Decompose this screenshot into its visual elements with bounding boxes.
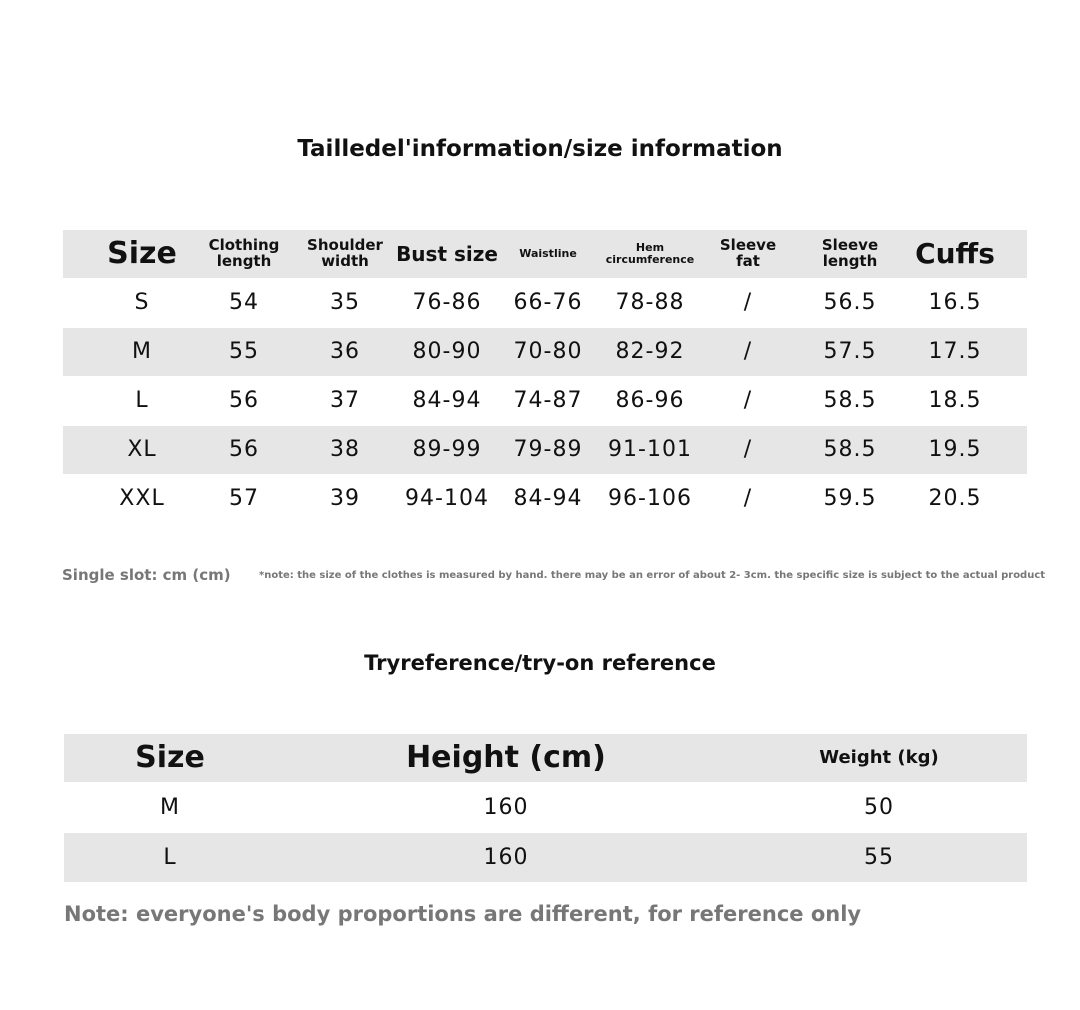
table-cell: 54 <box>229 290 259 316</box>
size-title: Tailledel'information/size information <box>297 136 783 162</box>
table-cell: 18.5 <box>928 388 982 414</box>
header-cell: Clothing length <box>208 236 280 270</box>
header-cell: Bust size <box>396 241 498 266</box>
table-cell: 86-96 <box>615 388 685 414</box>
table-cell: 96-106 <box>608 486 692 512</box>
table-cell: 70-80 <box>513 339 583 365</box>
table-cell: 94-104 <box>405 486 489 512</box>
table-cell: 58.5 <box>823 437 877 463</box>
table-cell: L <box>163 844 177 870</box>
table-cell: 160 <box>483 844 529 870</box>
table-cell: 84-94 <box>513 486 583 512</box>
header-cell: Sleeve length <box>821 236 879 270</box>
header-cell: Waistline <box>519 247 577 261</box>
table-cell: 56 <box>229 437 259 463</box>
table-cell: L <box>135 388 149 414</box>
header-cell: Size <box>107 236 177 272</box>
table-cell: 50 <box>864 794 894 820</box>
header-cell: Size <box>135 740 205 776</box>
footnote: *note: the size of the clothes is measur… <box>259 570 1046 581</box>
header-cell: Height (cm) <box>406 740 606 776</box>
table-cell: 84-94 <box>412 388 482 414</box>
header-row <box>64 734 1027 782</box>
header-cell: Hem circumference <box>605 241 695 266</box>
table-cell: 82-92 <box>615 339 685 365</box>
table-cell: 39 <box>330 486 360 512</box>
table-cell: 76-86 <box>412 290 482 316</box>
table-cell: 57.5 <box>823 339 877 365</box>
unit-note: Single slot: cm (cm) <box>62 566 231 584</box>
table-cell: / <box>743 388 753 414</box>
table-cell: M <box>160 794 180 820</box>
table-cell: XL <box>127 437 157 463</box>
size-table: Size Clothing length Shoulder width Bust si… <box>63 230 1027 524</box>
table-cell: 16.5 <box>928 290 982 316</box>
table-cell: 56 <box>229 388 259 414</box>
table-cell: 79-89 <box>513 437 583 463</box>
table-cell: 89-99 <box>412 437 482 463</box>
table-cell: 19.5 <box>928 437 982 463</box>
table-cell: 91-101 <box>608 437 692 463</box>
table-cell: / <box>743 339 753 365</box>
table-cell: / <box>743 437 753 463</box>
tryon-note: Note: everyone's body proportions are di… <box>64 902 862 926</box>
table-cell: 66-76 <box>513 290 583 316</box>
table-cell: 58.5 <box>823 388 877 414</box>
table-cell: 20.5 <box>928 486 982 512</box>
row-band <box>64 833 1027 882</box>
table-cell: / <box>743 486 753 512</box>
table-cell: 59.5 <box>823 486 877 512</box>
table-cell: 160 <box>483 794 529 820</box>
row-band <box>63 426 1027 474</box>
row-band <box>63 328 1027 376</box>
header-row <box>63 230 1027 278</box>
table-cell: M <box>132 339 152 365</box>
table-cell: 57 <box>229 486 259 512</box>
table-cell: 36 <box>330 339 360 365</box>
tryon-title: Tryreference/try-on reference <box>364 651 716 675</box>
header-cell: Weight (kg) <box>819 746 939 768</box>
header-cell: Cuffs <box>915 237 995 271</box>
table-cell: 35 <box>330 290 360 316</box>
table-cell: 55 <box>864 844 894 870</box>
table-cell: / <box>743 290 753 316</box>
table-cell: 56.5 <box>823 290 877 316</box>
table-cell: XXL <box>119 486 165 512</box>
table-cell: 80-90 <box>412 339 482 365</box>
table-cell: 74-87 <box>513 388 583 414</box>
table-cell: S <box>134 290 150 316</box>
header-cell: Sleeve fat <box>719 236 777 270</box>
table-cell: 37 <box>330 388 360 414</box>
table-cell: 38 <box>330 437 360 463</box>
header-cell: Shoulder width <box>307 236 383 270</box>
table-cell: 17.5 <box>928 339 982 365</box>
table-cell: 55 <box>229 339 259 365</box>
tryon-table: Size Height (cm) Weight (kg) M 160 50 L 160 55 <box>64 734 1027 882</box>
table-cell: 78-88 <box>615 290 685 316</box>
